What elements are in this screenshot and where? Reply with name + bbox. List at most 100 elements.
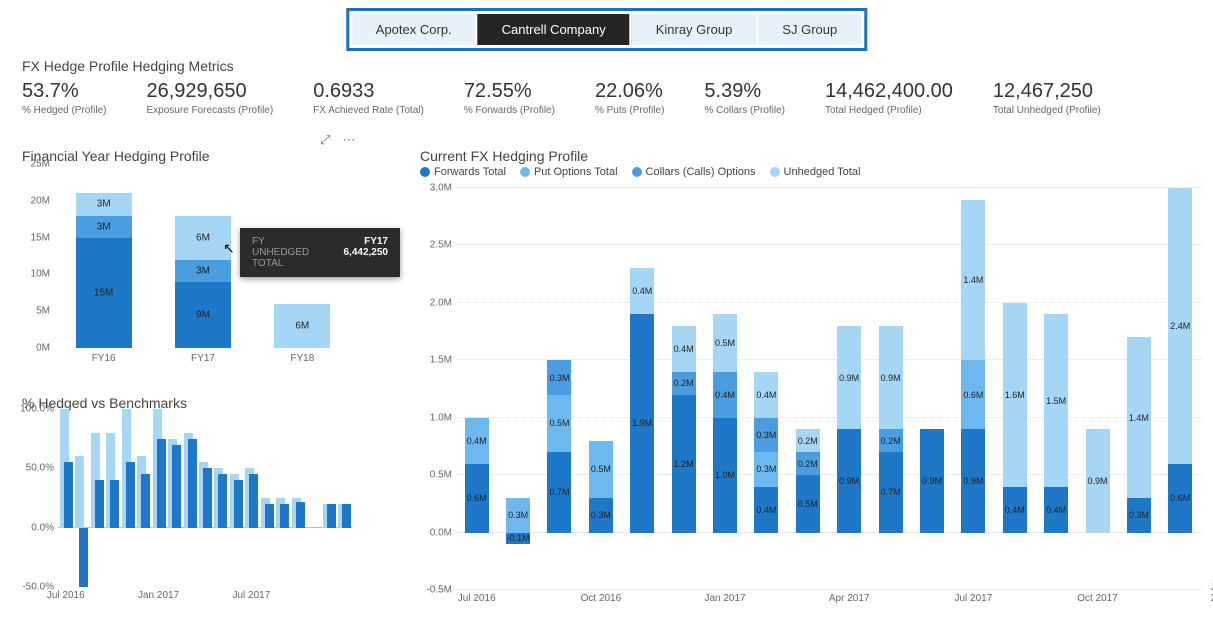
slicer-item[interactable]: SJ Group: [758, 14, 861, 45]
legend-item[interactable]: Collars (Calls) Options: [632, 166, 756, 178]
bar[interactable]: 0.5M0.2M0.2M: [796, 532, 820, 533]
bar[interactable]: -0.1M0.3M: [506, 532, 530, 533]
bar-label: 2.4M: [1168, 321, 1192, 331]
bar-label: 0.2M: [796, 459, 820, 469]
bar-label: 0.4M: [1003, 505, 1027, 515]
bar[interactable]: [126, 462, 135, 527]
bar[interactable]: [110, 480, 119, 527]
bar-segment: 0.6M: [961, 360, 985, 429]
kpi-label: % Hedged (Profile): [22, 105, 106, 116]
bar[interactable]: [280, 504, 289, 528]
bar[interactable]: 0.4M0.3M0.3M0.4M: [754, 532, 778, 533]
bar-label: 3M: [76, 199, 132, 210]
bar[interactable]: 0.7M0.5M0.3M: [547, 532, 571, 533]
bar-label: 1.0M: [713, 470, 737, 480]
bar[interactable]: [265, 504, 274, 528]
bar[interactable]: 0.4M1.6M: [1003, 532, 1027, 533]
current-fx-hedging-chart[interactable]: Current FX Hedging Profile Forwards Tota…: [420, 148, 1201, 608]
bar[interactable]: 6M: [274, 304, 330, 348]
bar[interactable]: 1.9M0.4M: [630, 532, 654, 533]
bar-segment: 0.4M: [713, 372, 737, 418]
bar-segment: 0.9M: [920, 429, 944, 532]
bar[interactable]: 9M3M6M: [175, 216, 231, 348]
bar-segment: 0.3M: [547, 360, 571, 394]
company-slicer: Apotex Corp.Cantrell CompanyKinray Group…: [346, 8, 867, 51]
slicer-item[interactable]: Cantrell Company: [478, 14, 632, 45]
axis-tick: 2.5M: [420, 240, 452, 251]
bar[interactable]: 0.4M1.5M: [1044, 532, 1068, 533]
bar-segment: 0.3M: [506, 498, 530, 532]
bar-label: 0.4M: [754, 505, 778, 515]
kpi-card: 26,929,650Exposure Forecasts (Profile): [146, 80, 313, 116]
axis-tick: 20M: [22, 195, 50, 206]
more-icon[interactable]: ⋯: [342, 132, 357, 148]
tooltip-value: 6,442,250: [328, 247, 389, 269]
bar-label: 0.4M: [713, 390, 737, 400]
gridline: [456, 302, 1201, 303]
bar[interactable]: [234, 480, 243, 527]
bar-segment: 1.0M: [713, 418, 737, 533]
axis-tick: Oct 2016: [581, 593, 622, 604]
kpi-value: 72.55%: [464, 80, 555, 103]
hedged-vs-benchmarks-chart[interactable]: % Hedged vs Benchmarks -50.0%0.0%50.0%10…: [22, 395, 352, 605]
bar[interactable]: 0.6M0.4M: [465, 532, 489, 533]
bar-label: 0.9M: [1086, 476, 1110, 486]
cursor-icon: ↖: [223, 240, 235, 257]
bar[interactable]: 0.9M0.6M1.4M: [961, 532, 985, 533]
slicer-item[interactable]: Kinray Group: [632, 14, 759, 45]
bar[interactable]: [75, 456, 84, 527]
bar-segment: 0.7M: [547, 452, 571, 532]
bar-segment: 0.4M: [630, 268, 654, 314]
bar[interactable]: [95, 480, 104, 527]
legend-item[interactable]: Put Options Total: [520, 166, 618, 178]
bar-segment: 0.4M: [465, 418, 489, 464]
focus-icon[interactable]: ⤢: [320, 132, 332, 148]
bar[interactable]: [172, 445, 181, 528]
bar-label: 6M: [274, 320, 330, 331]
axis-tick: Jul 2016: [458, 593, 496, 604]
bar-label: 1.4M: [1127, 413, 1151, 423]
bar[interactable]: [188, 439, 197, 528]
bar[interactable]: [218, 474, 227, 527]
bar[interactable]: 1.0M0.4M0.5M: [713, 532, 737, 533]
bar[interactable]: 1.2M0.2M0.4M: [672, 532, 696, 533]
bar[interactable]: 0.3M0.5M: [589, 532, 613, 533]
axis-tick: Oct 2017: [1077, 593, 1118, 604]
bar[interactable]: [249, 474, 258, 527]
bar-segment: 0.2M: [879, 429, 903, 452]
legend-item[interactable]: Forwards Total: [420, 166, 506, 178]
bar[interactable]: [64, 462, 73, 527]
bar[interactable]: 0.7M0.2M0.9M: [879, 532, 903, 533]
bar-label: -0.1M: [506, 533, 530, 543]
bar[interactable]: [327, 504, 336, 528]
bar-label: 0.5M: [589, 464, 613, 474]
bar-segment: 0.4M: [754, 487, 778, 533]
bar[interactable]: [296, 502, 305, 528]
legend-item[interactable]: Unhedged Total: [770, 166, 861, 178]
kpi-value: 12,467,250: [993, 80, 1101, 103]
kpi-section-title: FX Hedge Profile Hedging Metrics: [22, 58, 234, 74]
bar-label: 0.3M: [754, 464, 778, 474]
bar[interactable]: [157, 439, 166, 528]
bar[interactable]: 0.9M: [920, 532, 944, 533]
axis-tick: 0M: [22, 343, 50, 354]
legend-swatch: [420, 167, 430, 177]
bar-label: 0.9M: [837, 476, 861, 486]
bar[interactable]: [141, 474, 150, 527]
kpi-value: 26,929,650: [146, 80, 273, 103]
bar-segment: 1.4M: [1127, 337, 1151, 498]
bar[interactable]: 15M3M3M: [76, 193, 132, 348]
bar[interactable]: 0.6M2.4M: [1168, 532, 1192, 533]
bar[interactable]: [79, 528, 88, 587]
axis-tick: 10M: [22, 269, 50, 280]
gridline: [456, 589, 1201, 590]
bar[interactable]: [342, 504, 351, 528]
bar[interactable]: [203, 468, 212, 527]
slicer-item[interactable]: Apotex Corp.: [352, 14, 478, 45]
bar-segment: 0.9M: [837, 429, 861, 532]
bar[interactable]: 0.3M1.4M: [1127, 532, 1151, 533]
bar-label: 0.4M: [630, 286, 654, 296]
bar[interactable]: 0.9M0.9M: [837, 532, 861, 533]
bar[interactable]: 0.9M: [1086, 532, 1110, 533]
axis-tick: 0.0%: [18, 522, 54, 533]
